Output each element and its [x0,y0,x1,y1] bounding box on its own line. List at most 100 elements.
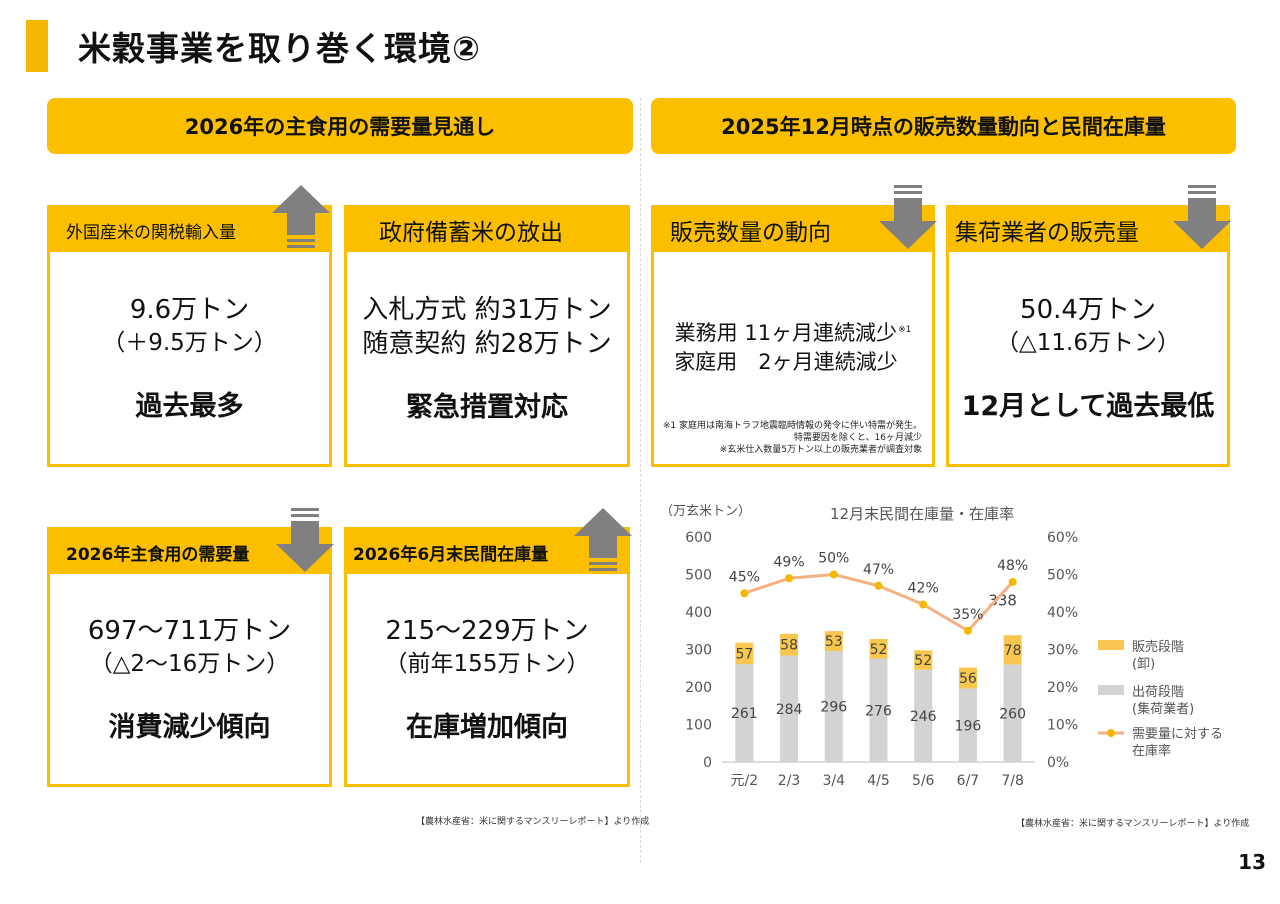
y2-tick-label: 10% [1047,718,1078,734]
bar-sales-label: 78 [1004,643,1022,659]
card-june-inventory: 2026年6月末民間在庫量 215～229万トン （前年155万トン） 在庫増加… [344,527,630,787]
bar-sales [914,650,933,670]
y2-tick-label: 30% [1047,643,1078,659]
bar-shipping-label: 260 [999,706,1026,722]
page-number: 13 [1238,850,1266,874]
y-axis-label: （万玄米トン） [660,504,751,519]
bar-shipping-label: 196 [955,718,982,734]
bar-sales-label: 52 [870,642,888,658]
legend-label: 在庫率 [1132,743,1171,759]
card-emphasis: 12月として過去最低 [961,391,1215,422]
legend-label: (卸) [1132,656,1155,672]
card-change: （△11.6万トン） [996,330,1180,356]
ratio-label: 49% [774,554,805,570]
bar-shipping-label: 284 [776,702,803,718]
bar-sales [824,631,843,651]
card-label: 集荷業者の販売量 [949,208,1227,252]
bar-sales [735,642,754,665]
x-tick-label: 3/4 [823,773,846,789]
card-sales-trend: 販売数量の動向 業務用 11ヶ月連続減少※1 家庭用 2ヶ月連続減少 ※1 家庭… [651,205,935,467]
ratio-point [919,600,928,609]
card-body: 50.4万トン （△11.6万トン） 12月として過去最低 [949,252,1227,464]
card-value: 50.4万トン [1020,295,1156,325]
legend-swatch-ratio-dot [1107,729,1115,737]
card-label: 販売数量の動向 [654,208,932,252]
bar-shipping-label: 276 [865,703,892,719]
bar-shipping [780,655,799,762]
y-tick-label: 200 [685,680,712,696]
bar-sales [958,667,977,689]
bar-shipping-label: 296 [820,700,847,716]
y-tick-label: 100 [685,718,712,734]
ratio-label: 35% [952,607,983,623]
left-section-header: 2026年の主食用の需要量見通し [47,98,633,154]
source-note-right: 【農林水産省：米に関するマンスリーレポート】より作成 [1016,819,1250,829]
bar-sales-label: 56 [959,671,977,687]
ratio-point [740,589,749,598]
card-value-2: 家庭用 2ヶ月連続減少 [674,350,898,374]
ratio-label: 50% [818,551,849,567]
card-value: 入札方式 約31万トン [362,294,612,325]
ratio-point [1008,578,1017,586]
card-body: 業務用 11ヶ月連続減少※1 家庭用 2ヶ月連続減少 [654,252,932,464]
ratio-label: 47% [863,562,894,578]
card-value: 9.6万トン [129,295,250,325]
arrow-down-icon [1173,185,1231,249]
footnote: ※玄米仕入数量5万トン以上の販売業者が調査対象 [719,445,922,455]
arrow-up-icon [272,185,330,248]
y-tick-label: 500 [685,568,712,584]
card-tariff-imports: 外国産米の関税輸入量 9.6万トン （＋9.5万トン） 過去最多 [47,205,332,467]
card-change: （＋9.5万トン） [102,330,277,356]
x-tick-label: 2/3 [778,773,801,789]
card-value-2: 随意契約 約28万トン [362,328,612,359]
y2-tick-label: 60% [1047,530,1078,546]
chart-title: 12月末民間在庫量・在庫率 [830,505,1014,523]
card-value: 業務用 11ヶ月連続減少 [674,321,898,345]
y-tick-label: 300 [685,643,712,659]
bar-sales [780,633,799,656]
inventory-chart: 12月末民間在庫量・在庫率 （万玄米トン） 0 100 200 300 400 500 600 0… [660,504,1223,789]
y-tick-label: 0 [703,755,712,771]
bar-shipping-label: 261 [731,706,758,722]
ratio-point [785,574,794,583]
footnote: 特需要因を除くと、16ヶ月減少 [793,433,922,443]
bar-shipping [958,688,977,762]
card-line-business: 業務用 11ヶ月連続減少※1 [675,316,912,348]
legend-label: 出荷段階 [1132,685,1184,700]
bar-total-label: 338 [988,591,1017,609]
y2-tick-label: 20% [1047,680,1078,696]
card-emphasis: 緊急措置対応 [406,391,568,423]
y2-tick-label: 40% [1047,605,1078,621]
card-change: （△2～16万トン） [89,651,290,677]
legend-label: (集荷業者) [1132,701,1194,717]
ratio-label: 48% [997,558,1028,574]
card-body: 9.6万トン （＋9.5万トン） 過去最多 [50,252,329,464]
ratio-point [963,626,972,635]
legend-swatch-shipping [1098,685,1124,695]
arrow-down-icon [879,185,937,249]
ratio-point [829,570,838,579]
card-body: 入札方式 約31万トン 随意契約 約28万トン 緊急措置対応 [347,252,627,464]
card-reserve-release: 政府備蓄米の放出 入札方式 約31万トン 随意契約 約28万トン 緊急措置対応 [344,205,630,467]
source-note-left: 【農林水産省：米に関するマンスリーレポート】より作成 [416,817,650,827]
card-collector-sales: 集荷業者の販売量 50.4万トン （△11.6万トン） 12月として過去最低 [946,205,1230,467]
x-tick-label: 4/5 [867,773,890,789]
x-tick-label: 元/2 [731,773,759,789]
bar-shipping [869,658,888,762]
right-section-header: 2025年12月時点の販売数量動向と民間在庫量 [651,98,1236,154]
footnote-marker: ※1 [898,325,912,335]
card-body: 215～229万トン （前年155万トン） 在庫増加傾向 [347,574,627,784]
card-emphasis: 過去最多 [135,391,244,422]
bar-shipping [735,664,754,762]
bar-sales-label: 58 [780,638,798,654]
x-tick-label: 5/6 [912,773,935,789]
legend-label: 需要量に対する [1132,727,1223,742]
legend-label: 販売段階 [1132,639,1184,655]
bar-sales [869,639,888,659]
ratio-point [874,581,883,590]
bar-sales-label: 57 [735,646,753,662]
arrow-up-icon [574,508,632,571]
y-tick-label: 400 [685,605,712,621]
y2-tick-label: 50% [1047,568,1078,584]
section-divider [640,98,641,863]
